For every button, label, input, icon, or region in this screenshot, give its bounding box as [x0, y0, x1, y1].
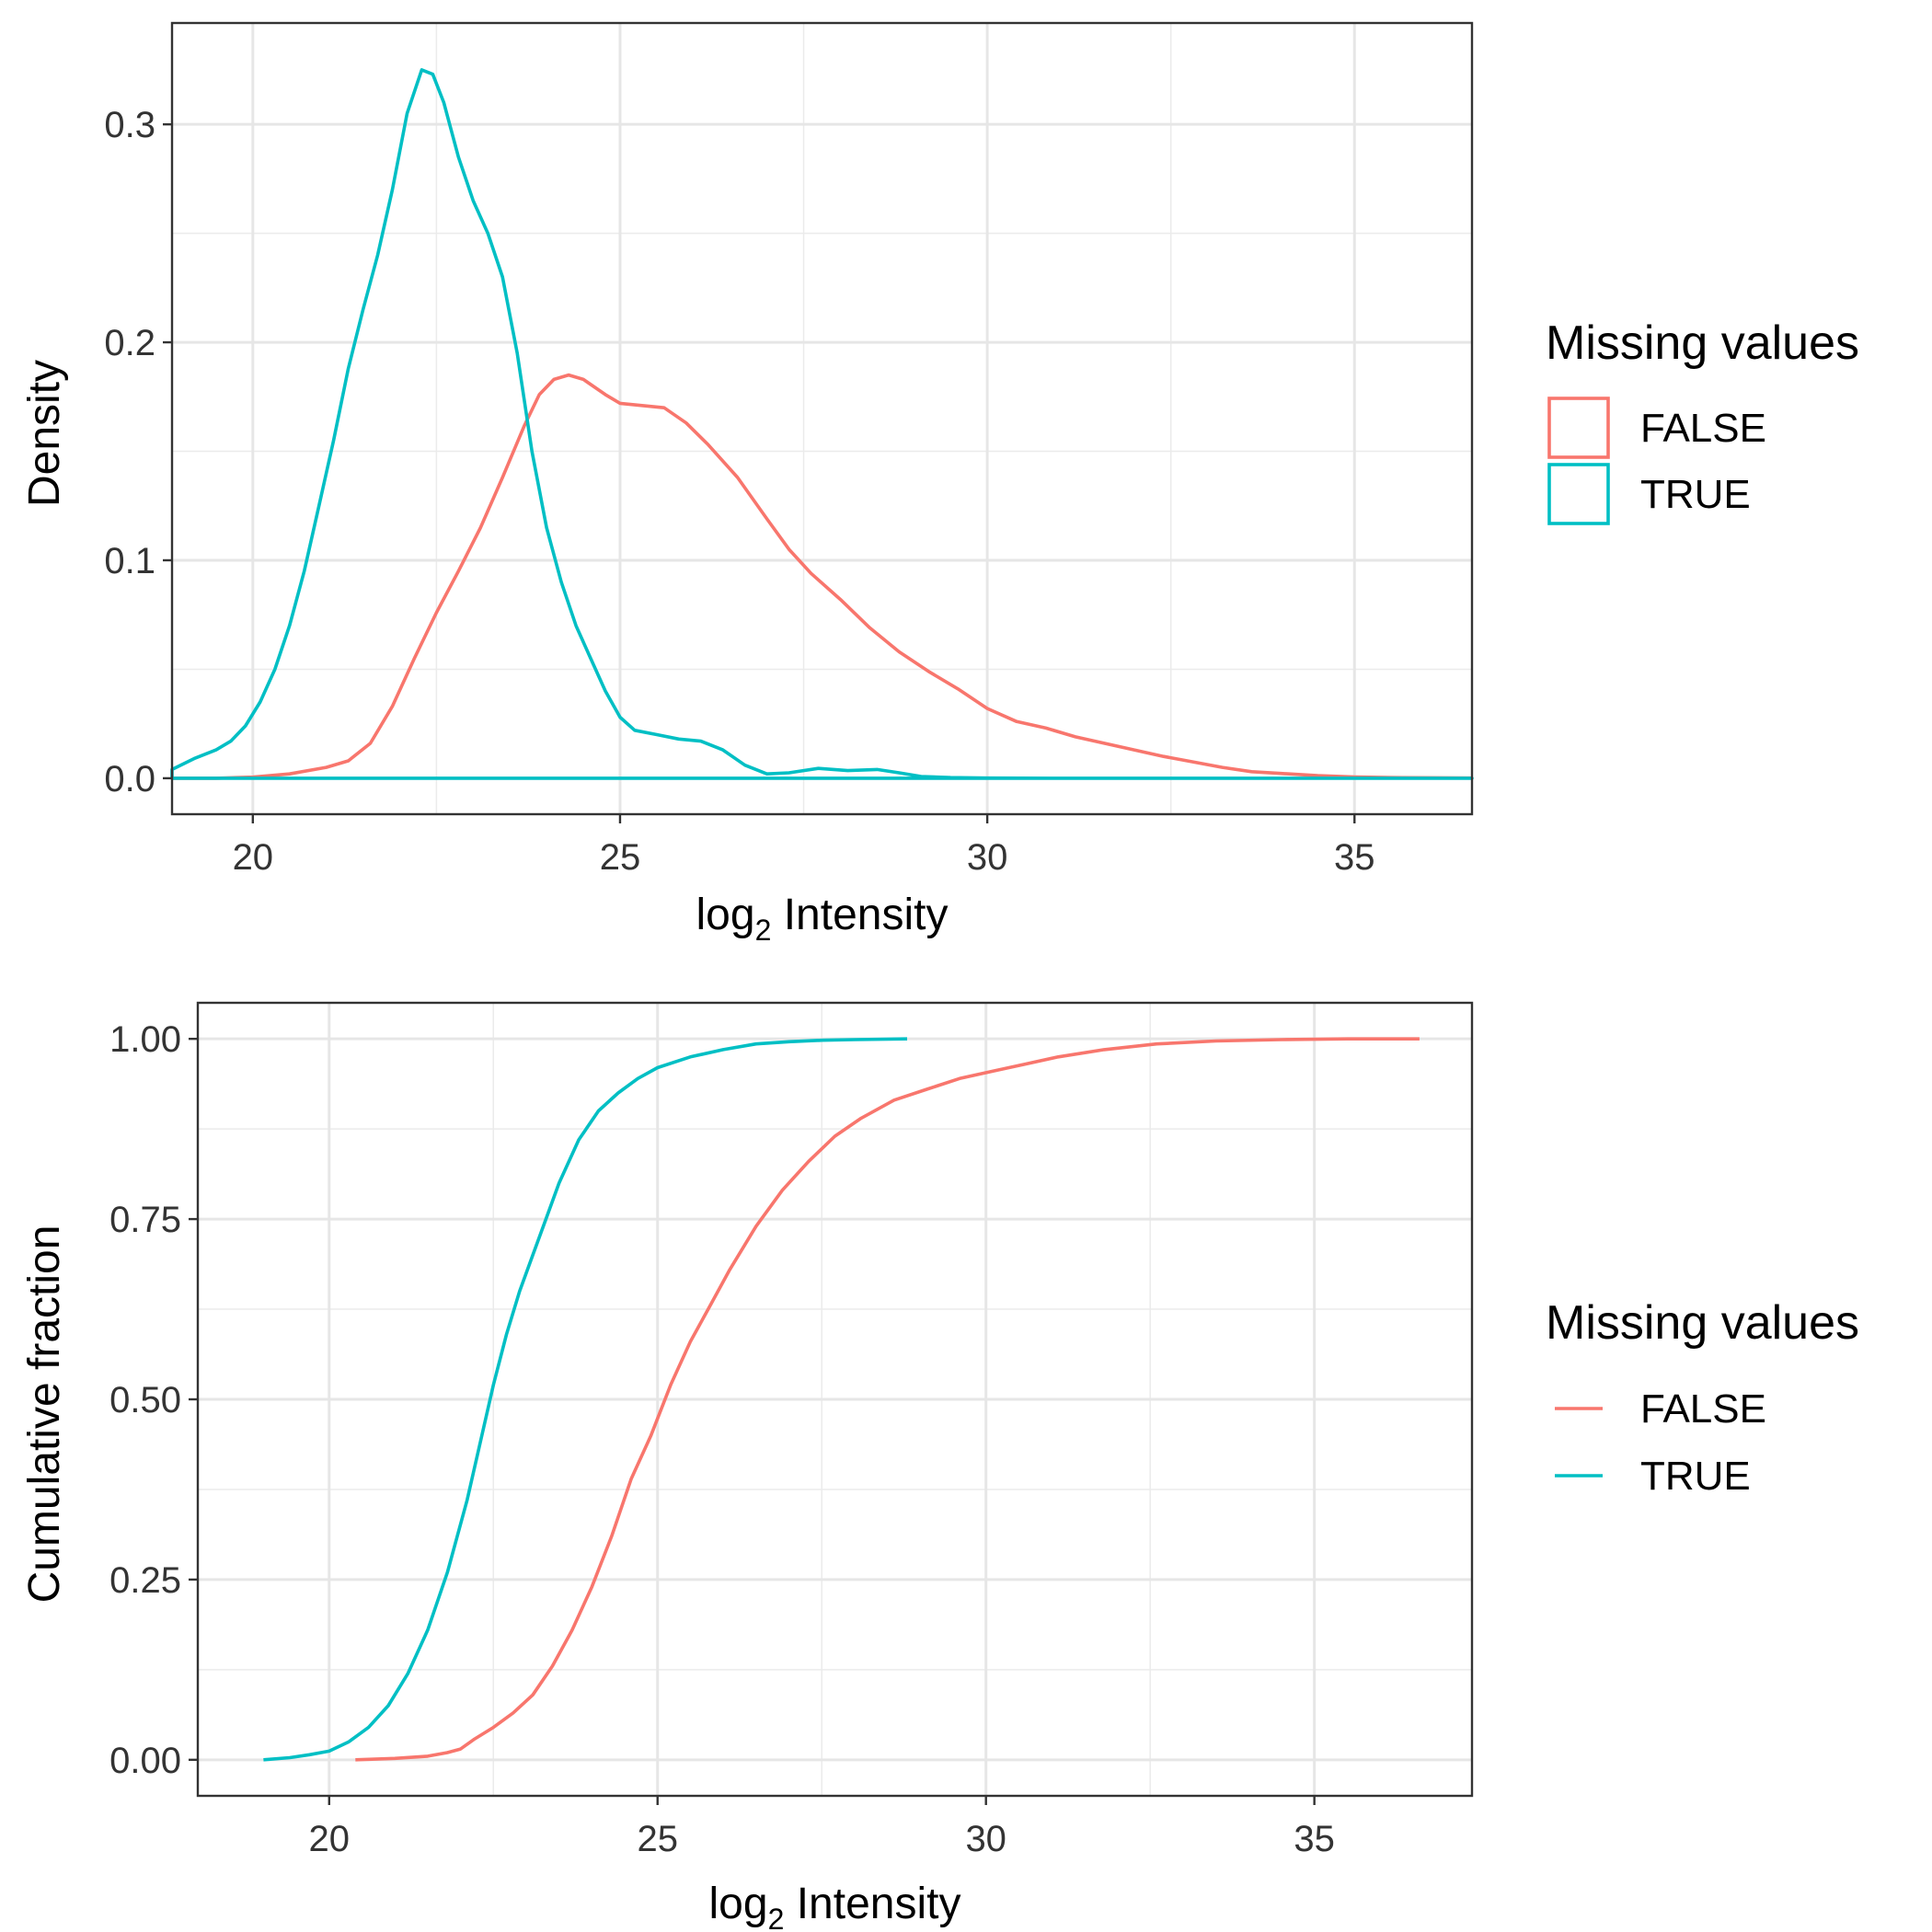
legend-label-true: TRUE	[1640, 1454, 1751, 1499]
series-line-true	[170, 68, 1474, 780]
x-axis-title-prefix: log	[696, 891, 755, 939]
legend: Missing values FALSE TRUE	[1546, 316, 1859, 525]
legend-key-true	[1547, 463, 1610, 525]
series-line-false	[172, 373, 1473, 780]
y-tick-label: 0.75	[109, 1200, 181, 1240]
panel-ecdf: 20 25 30 35 0.00 0.25 0.50 0.75 1.00 log2 Intensi…	[20, 1001, 1859, 1932]
legend-label-true: TRUE	[1640, 472, 1751, 517]
series-line-true	[263, 1037, 908, 1762]
legend-label-false: FALSE	[1640, 1386, 1766, 1432]
x-tick-label: 35	[1294, 1819, 1335, 1859]
x-tick-label: 20	[233, 837, 274, 878]
y-tick-label: 0.00	[109, 1741, 181, 1781]
legend-key-false	[1547, 397, 1610, 459]
legend-title: Missing values	[1546, 1296, 1859, 1350]
y-tick-label: 0.0	[104, 759, 155, 799]
x-axis-title-prefix: log	[709, 1880, 768, 1928]
x-tick-label: 20	[309, 1819, 351, 1859]
plot-background	[172, 23, 1472, 814]
x-tick-label: 25	[600, 837, 641, 878]
x-axis-title: log2 Intensity	[709, 1880, 961, 1932]
x-axis-title-suffix: Intensity	[771, 891, 948, 939]
series-line-false	[355, 1037, 1420, 1762]
x-tick-label: 30	[965, 1819, 1006, 1859]
x-axis-title: log2 Intensity	[696, 891, 949, 947]
y-tick-label: 0.1	[104, 541, 155, 581]
y-tick-label: 1.00	[109, 1019, 181, 1060]
plot-border	[170, 21, 1474, 816]
x-axis-title-subscript: 2	[755, 914, 772, 947]
y-axis-title: Cumulative fraction	[20, 1225, 69, 1604]
x-axis-title-subscript: 2	[768, 1903, 785, 1932]
x-tick-label: 35	[1334, 837, 1375, 878]
panel-density: 20 25 30 35 0.0 0.1 0.2 0.3 log2 Intensity Densit…	[20, 21, 1859, 947]
y-axis-title: Density	[20, 360, 69, 507]
legend-label-false: FALSE	[1640, 406, 1766, 451]
y-tick-label: 0.3	[104, 105, 155, 145]
legend: Missing values FALSE TRUE	[1546, 1296, 1859, 1499]
y-tick-label: 0.2	[104, 323, 155, 363]
legend-title: Missing values	[1546, 316, 1859, 370]
y-tick-label: 0.25	[109, 1560, 181, 1601]
x-tick-label: 25	[637, 1819, 678, 1859]
x-tick-label: 30	[967, 837, 1008, 878]
y-tick-label: 0.50	[109, 1380, 181, 1420]
x-axis-title-suffix: Intensity	[784, 1880, 960, 1928]
